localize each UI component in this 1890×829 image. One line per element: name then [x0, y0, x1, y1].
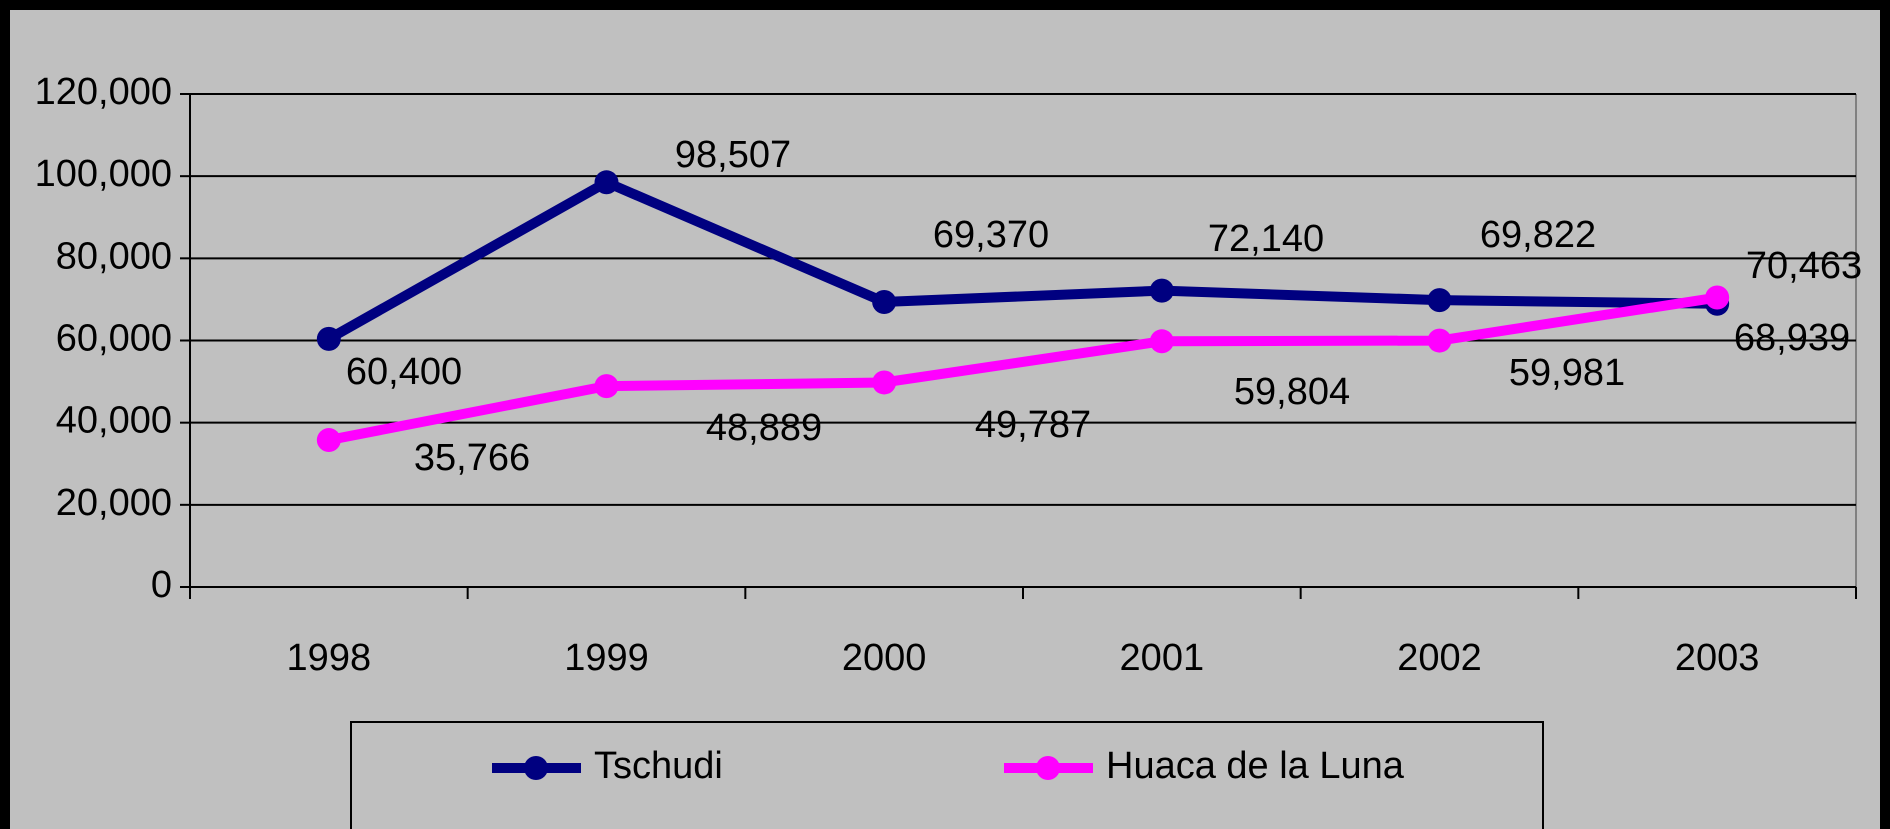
- data-point: [316, 428, 341, 453]
- data-point: [1427, 288, 1452, 313]
- data-label: 72,140: [1208, 218, 1324, 260]
- data-point: [1427, 328, 1452, 353]
- data-label: 49,787: [975, 404, 1091, 446]
- data-label: 69,822: [1480, 214, 1596, 256]
- series-line: [327, 292, 1718, 445]
- x-tick-label: 2003: [1675, 637, 1760, 679]
- x-tick-label: 2002: [1397, 637, 1482, 679]
- legend-marker: [524, 756, 548, 780]
- legend-label: Huaca de la Luna: [1106, 745, 1405, 787]
- y-tick-label: 40,000: [56, 400, 172, 442]
- data-label: 60,400: [346, 351, 462, 393]
- data-point: [872, 290, 897, 315]
- data-label: 98,507: [675, 134, 791, 176]
- legend-box: [350, 721, 1544, 829]
- data-point: [316, 326, 341, 351]
- chart-background: [10, 10, 1880, 829]
- legend-label: Tschudi: [594, 745, 723, 787]
- x-tick-label: 2000: [842, 637, 927, 679]
- data-point: [594, 374, 619, 399]
- legend-marker: [1036, 756, 1060, 780]
- data-point: [1705, 285, 1730, 310]
- data-point: [594, 170, 619, 195]
- data-label: 68,939: [1734, 317, 1850, 359]
- data-label: 48,889: [706, 407, 822, 449]
- y-tick-label: 100,000: [35, 153, 172, 195]
- data-label: 70,463: [1746, 245, 1862, 287]
- data-label: 35,766: [414, 437, 530, 479]
- y-tick-label: 80,000: [56, 235, 172, 277]
- data-label: 69,370: [933, 214, 1049, 256]
- x-tick-label: 1999: [564, 637, 649, 679]
- data-label: 59,804: [1234, 371, 1350, 413]
- data-point: [1149, 278, 1174, 303]
- y-tick-label: 20,000: [56, 482, 172, 524]
- series-line: [326, 177, 1718, 344]
- data-label: 59,981: [1509, 352, 1625, 394]
- y-tick-label: 60,000: [56, 318, 172, 360]
- data-point: [872, 370, 897, 395]
- x-tick-label: 1998: [287, 637, 372, 679]
- y-tick-label: 120,000: [35, 71, 172, 113]
- y-tick-label: 0: [151, 564, 172, 606]
- data-point: [1149, 329, 1174, 354]
- x-tick-label: 2001: [1120, 637, 1205, 679]
